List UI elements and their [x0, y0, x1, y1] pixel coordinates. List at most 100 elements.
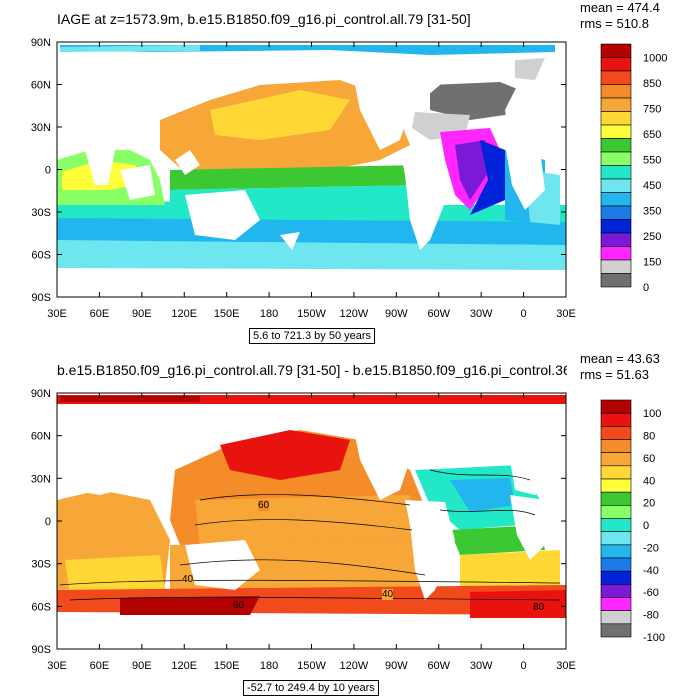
lat-label: 60N — [31, 431, 51, 443]
contour-label: 40 — [182, 574, 194, 585]
colorbar-label: -20 — [643, 542, 659, 554]
colorbar-label: 150 — [643, 257, 661, 269]
colorbar-swatch — [600, 70, 632, 85]
colorbar-swatch — [600, 43, 632, 58]
colorbar-label: 350 — [643, 206, 661, 218]
lon-label: 30W — [470, 660, 493, 672]
lon-label: 180 — [260, 660, 278, 672]
colorbar-swatch — [600, 452, 632, 467]
colorbar-label: -100 — [643, 632, 665, 644]
colorbar-label: 750 — [643, 104, 661, 116]
contour-label: 60 — [258, 500, 270, 511]
colorbar-swatch — [600, 518, 632, 532]
colorbar-swatch — [600, 623, 632, 638]
colorbar-swatch — [600, 478, 632, 493]
colorbar-label: -60 — [643, 587, 659, 599]
colorbar-swatch — [600, 412, 632, 427]
colorbar-swatch — [600, 557, 632, 572]
colorbar-swatch — [600, 273, 632, 288]
map-2 — [57, 393, 566, 649]
colorbar-swatch — [600, 491, 632, 506]
lon-label: 90W — [385, 660, 408, 672]
lat-label: 90N — [31, 388, 51, 400]
lon-label: 60E — [90, 660, 110, 672]
lon-label: 150E — [214, 308, 240, 320]
colorbar-label: 100 — [643, 408, 661, 420]
equatorial-pacific-1 — [170, 165, 420, 190]
colorbar-swatch — [600, 570, 632, 585]
colorbar-swatch — [600, 597, 632, 611]
colorbar-label: 60 — [643, 453, 655, 465]
colorbar-swatch — [600, 165, 632, 180]
colorbar-swatch — [600, 97, 632, 112]
colorbar-label: 0 — [643, 282, 649, 294]
lon-label: 150E — [214, 660, 240, 672]
lon-label: 60W — [427, 308, 450, 320]
colorbar-swatch — [600, 178, 632, 193]
lon-label: 0 — [521, 660, 527, 672]
colorbar-label: 550 — [643, 155, 661, 167]
colorbar-swatch — [600, 399, 632, 414]
colorbar-swatch — [600, 57, 632, 72]
colorbar-swatch — [600, 259, 632, 274]
lon-label: 30E — [556, 308, 576, 320]
med-sea-1 — [515, 58, 545, 80]
atlantic-blue-1 — [470, 140, 505, 215]
colorbar-label: -40 — [643, 565, 659, 577]
contour-lines-2 — [59, 469, 561, 601]
lon-label: 60E — [90, 308, 110, 320]
north-atlantic-blue-2 — [450, 478, 515, 512]
arctic-dark-2 — [60, 396, 200, 402]
colorbar-label: -80 — [643, 610, 659, 622]
panel-1-mean: mean = 474.4 — [580, 0, 660, 15]
colorbar-swatch — [600, 610, 632, 625]
colorbar-1: 1000 850 750 650 550 450 350 250 150 0 — [600, 43, 667, 294]
colorbar-label: 850 — [643, 78, 661, 90]
lat-label: 30S — [31, 207, 51, 219]
south-atlantic-2 — [460, 550, 560, 592]
colorbar-swatch — [600, 584, 632, 598]
lat-label: 90N — [31, 37, 51, 49]
lon-label: 120E — [171, 660, 197, 672]
colorbar-swatch — [600, 232, 632, 247]
colorbar-swatch — [600, 84, 632, 99]
panel-1-rms: rms = 510.8 — [580, 16, 650, 31]
map-1 — [57, 42, 566, 297]
colorbar-label: 1000 — [643, 53, 667, 65]
colorbar-label: 40 — [643, 475, 655, 487]
lon-label: 30E — [556, 660, 576, 672]
lon-label: 90W — [385, 308, 408, 320]
lat-label: 0 — [45, 165, 51, 177]
colorbar-2: 100 80 60 40 20 0 -20 -40 -60 -80 -100 — [600, 399, 665, 644]
colorbar-label: 20 — [643, 498, 655, 510]
colorbar-label: 80 — [643, 431, 655, 443]
lat-label: 90S — [31, 292, 51, 304]
lat-label: 60N — [31, 80, 51, 92]
lon-label: 0 — [521, 308, 527, 320]
colorbar-label: 0 — [643, 520, 649, 532]
colorbar-swatch — [600, 439, 632, 453]
axes-2: 90N 60N 30N 0 30S 60S 90S 30E 60E 90E 120E 150E 180 1… — [31, 388, 576, 672]
lon-label: 180 — [260, 308, 278, 320]
panel-2-mean: mean = 43.63 — [580, 351, 660, 366]
lat-label: 90S — [31, 644, 51, 656]
colorbar-swatch — [600, 124, 632, 139]
land-2 — [57, 405, 566, 649]
colorbar-swatch — [600, 531, 632, 546]
southern-ocean-east-2 — [470, 590, 566, 618]
panel-2-range-label: -52.7 to 249.4 by 10 years — [243, 680, 379, 696]
colorbar-swatch — [600, 544, 632, 559]
north-pacific-core-1 — [210, 90, 350, 140]
lat-label: 30N — [31, 473, 51, 485]
lon-label: 30E — [47, 308, 67, 320]
contour-label: 40 — [382, 589, 394, 600]
colorbar-label: 250 — [643, 231, 661, 243]
lon-label: 60W — [427, 660, 450, 672]
colorbar-label: 650 — [643, 129, 661, 141]
lon-label: 150W — [297, 308, 326, 320]
north-pacific-red-2 — [220, 430, 350, 480]
colorbar-swatch — [600, 246, 632, 261]
colorbar-swatch — [600, 192, 632, 207]
contour-label: 60 — [233, 600, 245, 611]
